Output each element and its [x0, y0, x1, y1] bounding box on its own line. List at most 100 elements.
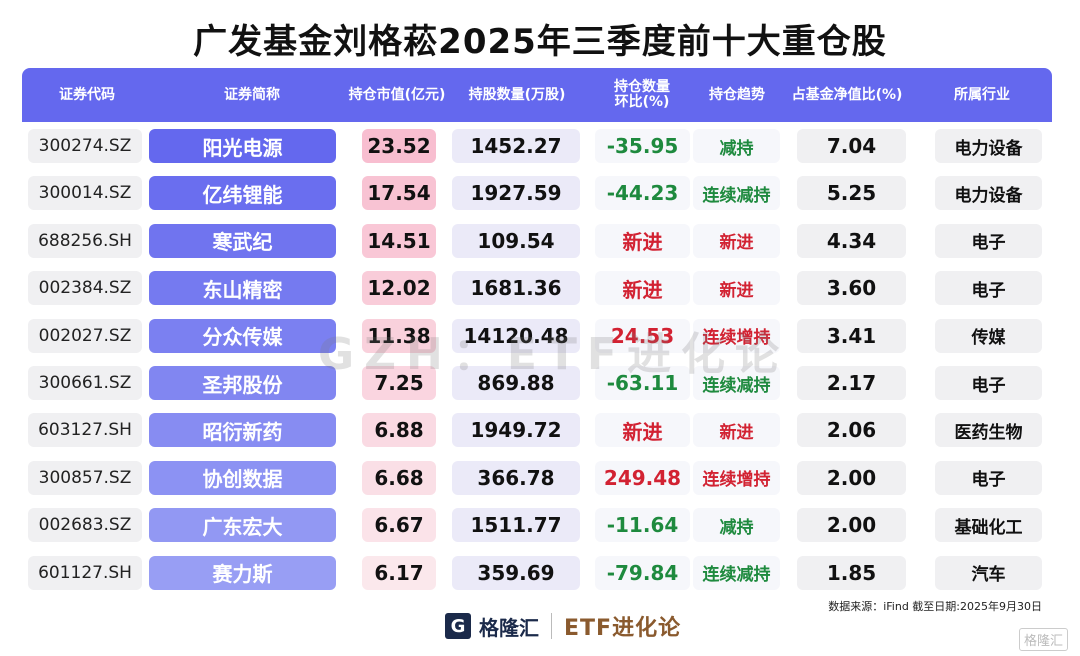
- cell-nav-pct: 4.34: [797, 223, 906, 258]
- cell-change: 新进: [595, 413, 690, 448]
- brand-logo: G 格隆汇 ETF进化论: [445, 610, 681, 642]
- cell-industry: 电子: [935, 223, 1042, 258]
- cell-industry: 医药生物: [935, 413, 1042, 448]
- cell-industry: 传媒: [935, 318, 1042, 353]
- cell-trend: 连续减持: [693, 555, 780, 590]
- cell-market-value: 14.51: [362, 223, 436, 258]
- cell-name: 赛力斯: [149, 555, 336, 590]
- cell-change: 新进: [595, 271, 690, 306]
- table-row: 300014.SZ 亿纬锂能 17.54 1927.59 -44.23 连续减持 5.25 电…: [0, 173, 1080, 213]
- cell-industry: 电子: [935, 460, 1042, 495]
- cell-quantity: 1511.77: [452, 508, 580, 543]
- table-row: 601127.SH 赛力斯 6.17 359.69 -79.84 连续减持 1.85 汽车: [0, 553, 1080, 593]
- cell-change: -79.84: [595, 555, 690, 590]
- page-title: 广发基金刘格菘2025年三季度前十大重仓股: [193, 22, 887, 62]
- cell-change: 新进: [595, 223, 690, 258]
- cell-industry: 电力设备: [935, 129, 1042, 163]
- logo-brand: ETF进化论: [564, 616, 682, 641]
- cell-trend: 连续增持: [693, 318, 780, 353]
- cell-code: 002683.SZ: [28, 508, 142, 543]
- cell-code: 603127.SH: [28, 413, 142, 448]
- cell-quantity: 1681.36: [452, 271, 580, 306]
- cell-market-value: 6.68: [362, 460, 436, 495]
- cell-change: 249.48: [595, 460, 690, 495]
- cell-quantity: 869.88: [452, 366, 580, 400]
- logo-name: 格隆汇: [479, 615, 539, 640]
- cell-name: 亿纬锂能: [149, 176, 336, 211]
- table-row: 603127.SH 昭衍新药 6.88 1949.72 新进 新进 2.06 医药生物: [0, 410, 1080, 450]
- cell-trend: 连续增持: [693, 460, 780, 495]
- gelonghui-logo-icon: G: [445, 613, 471, 639]
- header-industry: 所属行业: [954, 86, 1010, 103]
- cell-trend: 连续减持: [693, 176, 780, 211]
- table-row: 002027.SZ 分众传媒 11.38 14120.48 24.53 连续增持 3.41 传…: [0, 316, 1080, 356]
- cell-industry: 汽车: [935, 555, 1042, 590]
- header-code: 证券代码: [59, 86, 115, 103]
- cell-quantity: 1949.72: [452, 413, 580, 448]
- cell-nav-pct: 2.00: [797, 460, 906, 495]
- table-row: 002683.SZ 广东宏大 6.67 1511.77 -11.64 减持 2.00 基础化工: [0, 505, 1080, 545]
- cell-market-value: 7.25: [362, 366, 436, 400]
- table-row: 002384.SZ 东山精密 12.02 1681.36 新进 新进 3.60 电子: [0, 268, 1080, 308]
- cell-market-value: 12.02: [362, 271, 436, 306]
- header-trend: 持仓趋势: [709, 86, 765, 103]
- cell-code: 300014.SZ: [28, 176, 142, 211]
- cell-trend: 减持: [693, 508, 780, 543]
- table-row: 300857.SZ 协创数据 6.68 366.78 249.48 连续增持 2.00 电子: [0, 458, 1080, 498]
- cell-change: -11.64: [595, 508, 690, 543]
- cell-industry: 电子: [935, 271, 1042, 306]
- cell-quantity: 109.54: [452, 223, 580, 258]
- cell-name: 阳光电源: [149, 129, 336, 163]
- cell-code: 601127.SH: [28, 555, 142, 590]
- cell-name: 广东宏大: [149, 508, 336, 543]
- divider: [551, 613, 552, 639]
- cell-change: -63.11: [595, 366, 690, 400]
- cell-nav-pct: 2.17: [797, 366, 906, 400]
- cell-quantity: 359.69: [452, 555, 580, 590]
- cell-name: 圣邦股份: [149, 366, 336, 400]
- cell-market-value: 23.52: [362, 129, 436, 163]
- cell-code: 002384.SZ: [28, 271, 142, 306]
- cell-industry: 电力设备: [935, 176, 1042, 211]
- cell-trend: 连续减持: [693, 366, 780, 400]
- cell-trend: 新进: [693, 271, 780, 306]
- cell-name: 寒武纪: [149, 223, 336, 258]
- cell-quantity: 366.78: [452, 460, 580, 495]
- header-market-value: 持仓市值(亿元): [348, 86, 446, 103]
- table-row: 300274.SZ 阳光电源 23.52 1452.27 -35.95 减持 7.04 电力设…: [0, 126, 1080, 166]
- table-row: 300661.SZ 圣邦股份 7.25 869.88 -63.11 连续减持 2.17 电子: [0, 363, 1080, 403]
- cell-change: -35.95: [595, 129, 690, 163]
- cell-trend: 新进: [693, 413, 780, 448]
- corner-watermark: 格隆汇: [1018, 628, 1068, 651]
- cell-nav-pct: 7.04: [797, 129, 906, 163]
- cell-name: 协创数据: [149, 460, 336, 495]
- cell-market-value: 6.17: [362, 555, 436, 590]
- cell-nav-pct: 1.85: [797, 555, 906, 590]
- cell-name: 昭衍新药: [149, 413, 336, 448]
- header-nav-pct: 占基金净值比(%): [791, 86, 903, 103]
- data-source: 数据来源：iFind 截至日期:2025年9月30日: [828, 600, 1042, 613]
- cell-change: 24.53: [595, 318, 690, 353]
- table-row: 688256.SH 寒武纪 14.51 109.54 新进 新进 4.34 电子: [0, 221, 1080, 261]
- cell-trend: 减持: [693, 129, 780, 163]
- cell-market-value: 11.38: [362, 318, 436, 353]
- header-quantity: 持股数量(万股): [468, 86, 566, 103]
- cell-market-value: 6.88: [362, 413, 436, 448]
- table-header: 证券代码 证券简称 持仓市值(亿元) 持股数量(万股) 持仓数量 环比(%) 持仓趋势 占基…: [22, 68, 1052, 122]
- cell-nav-pct: 2.06: [797, 413, 906, 448]
- cell-change: -44.23: [595, 176, 690, 211]
- cell-market-value: 17.54: [362, 176, 436, 211]
- cell-name: 分众传媒: [149, 318, 336, 353]
- cell-industry: 基础化工: [935, 508, 1042, 543]
- cell-name: 东山精密: [149, 271, 336, 306]
- cell-code: 688256.SH: [28, 223, 142, 258]
- cell-code: 300857.SZ: [28, 460, 142, 495]
- cell-nav-pct: 2.00: [797, 508, 906, 543]
- cell-quantity: 1452.27: [452, 129, 580, 163]
- cell-code: 300274.SZ: [28, 129, 142, 163]
- cell-nav-pct: 3.41: [797, 318, 906, 353]
- cell-nav-pct: 3.60: [797, 271, 906, 306]
- cell-quantity: 14120.48: [452, 318, 580, 353]
- header-name: 证券简称: [224, 86, 280, 103]
- cell-market-value: 6.67: [362, 508, 436, 543]
